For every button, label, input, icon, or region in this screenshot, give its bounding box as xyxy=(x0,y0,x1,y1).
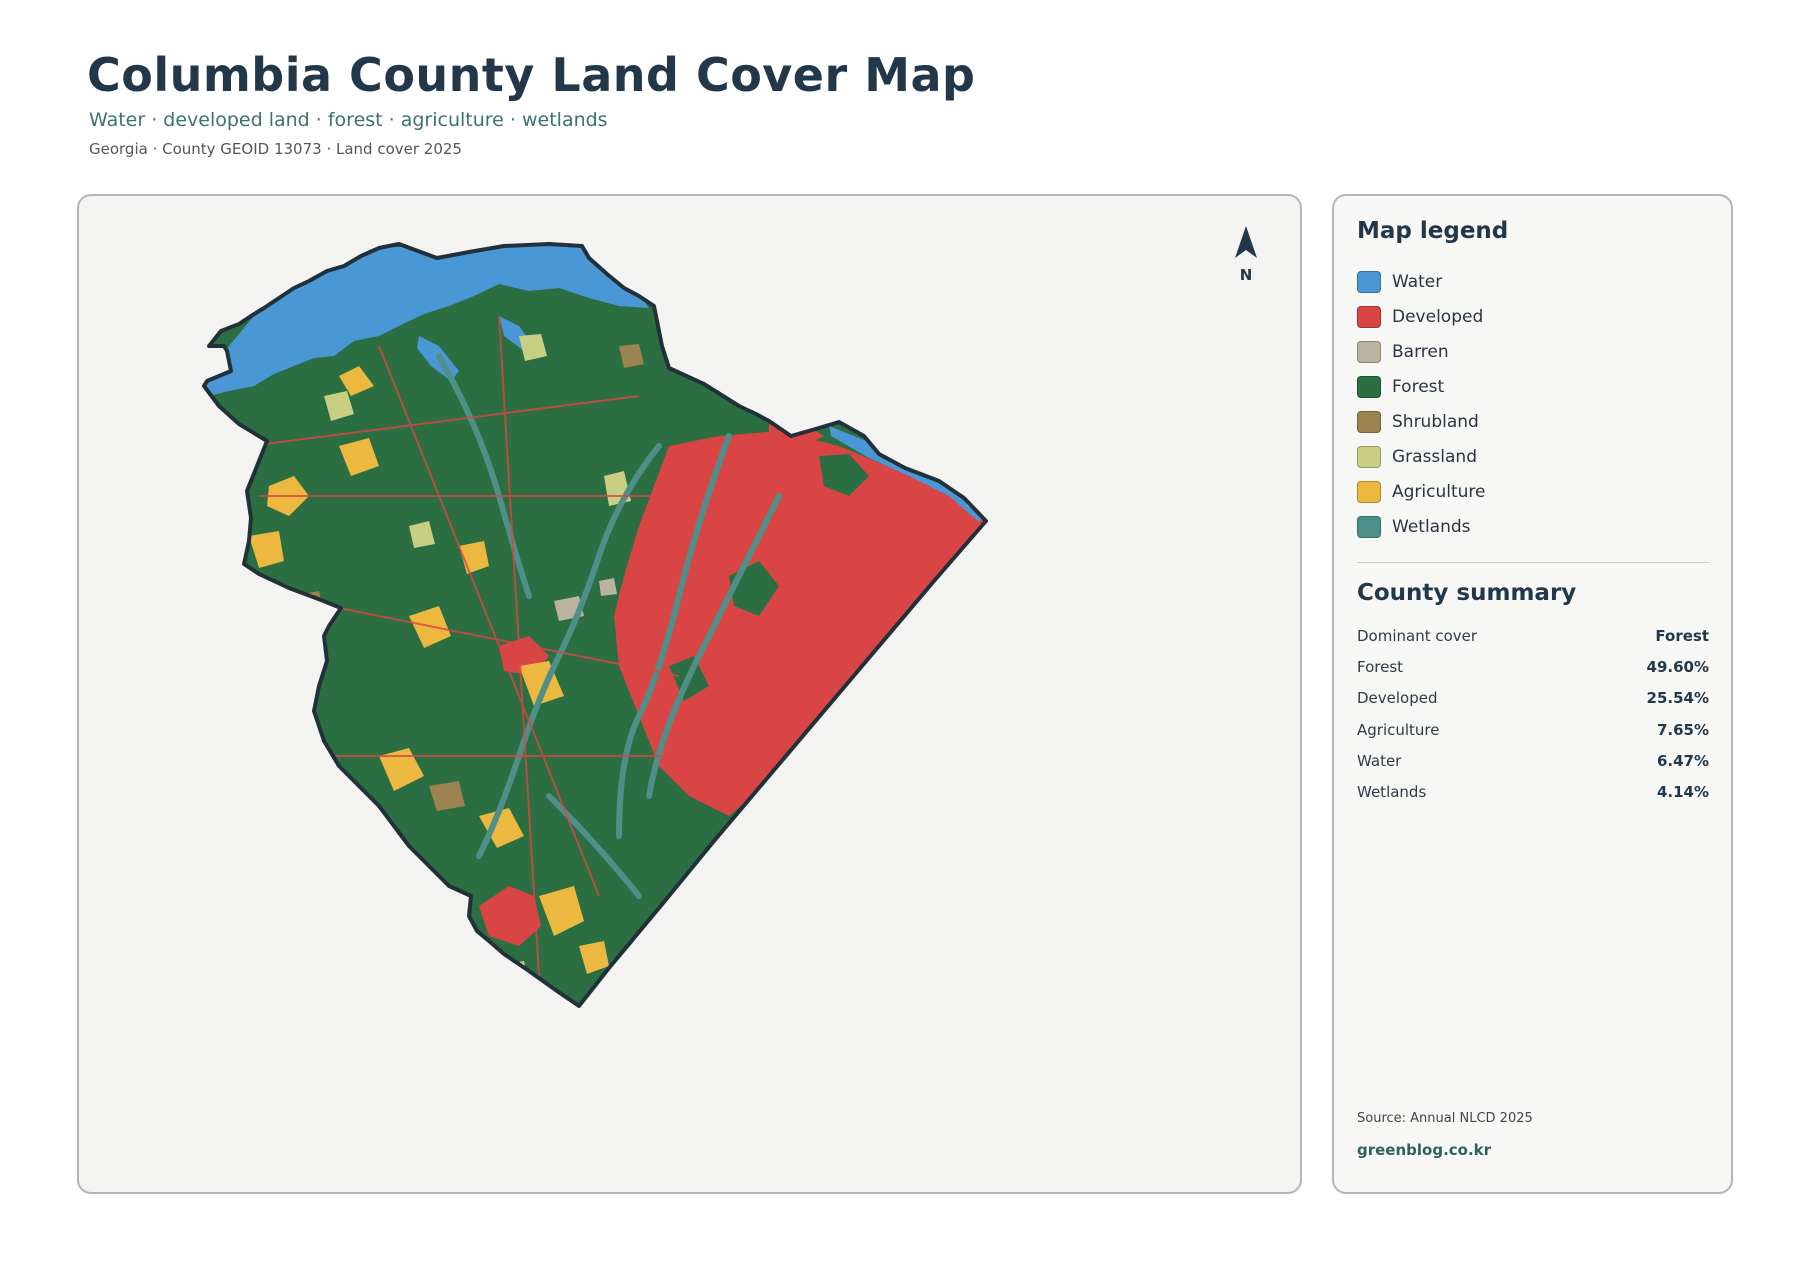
land-cover-layer xyxy=(204,244,986,1006)
agriculture-area xyxy=(539,886,584,936)
legend-label: Developed xyxy=(1392,306,1484,327)
agriculture-area xyxy=(379,748,424,791)
developed-area xyxy=(699,696,769,761)
shrubland-area xyxy=(429,781,465,811)
summary-row: Developed 25.54% xyxy=(1357,683,1709,714)
summary-label: Water xyxy=(1357,751,1402,770)
legend-label: Barren xyxy=(1392,341,1449,362)
summary-row: Agriculture 7.65% xyxy=(1357,714,1709,745)
summary-value: 6.47% xyxy=(1656,751,1709,770)
legend-item-wetlands[interactable]: Wetlands xyxy=(1357,509,1486,544)
summary-label: Developed xyxy=(1357,689,1438,708)
summary-label: Wetlands xyxy=(1357,783,1427,802)
legend-swatch xyxy=(1357,375,1381,398)
developed-area xyxy=(479,886,541,946)
shrubland-area xyxy=(619,344,644,368)
legend-label: Forest xyxy=(1392,376,1445,397)
summary-value: 49.60% xyxy=(1646,657,1709,676)
agriculture-area xyxy=(339,366,374,396)
summary-table: Dominant cover Forest Forest 49.60% Develo… xyxy=(1357,620,1709,808)
agriculture-area xyxy=(249,531,284,568)
summary-row: Forest 49.60% xyxy=(1357,651,1709,682)
summary-value: Forest xyxy=(1655,626,1709,645)
summary-row: Wetlands 4.14% xyxy=(1357,776,1709,807)
roads xyxy=(248,315,729,977)
grassland-area xyxy=(519,334,547,361)
barren-area xyxy=(599,578,617,596)
legend-label: Water xyxy=(1392,271,1443,292)
summary-row: Dominant cover Forest xyxy=(1357,620,1709,651)
summary-label: Forest xyxy=(1357,657,1404,676)
summary-label: Dominant cover xyxy=(1357,626,1478,645)
legend-swatch xyxy=(1357,480,1381,503)
map-panel[interactable]: N xyxy=(77,194,1302,1194)
summary-value: 7.65% xyxy=(1656,720,1709,739)
agriculture-area xyxy=(579,941,609,974)
summary-label: Agriculture xyxy=(1357,720,1440,739)
grassland-area xyxy=(324,391,354,421)
legend-swatch xyxy=(1357,305,1381,328)
legend-swatch xyxy=(1357,515,1381,538)
credit-link[interactable]: greenblog.co.kr xyxy=(1357,1141,1492,1159)
legend-item-barren[interactable]: Barren xyxy=(1357,334,1486,369)
north-label: N xyxy=(1239,266,1253,284)
legend-item-water[interactable]: Water xyxy=(1357,264,1486,299)
map-title: Columbia County Land Cover Map xyxy=(87,48,976,102)
north-arrow: N xyxy=(1231,224,1261,284)
legend-item-forest[interactable]: Forest xyxy=(1357,369,1486,404)
water-area xyxy=(204,244,649,396)
legend-item-agriculture[interactable]: Agriculture xyxy=(1357,474,1486,509)
north-arrow-icon xyxy=(1235,226,1257,258)
summary-row: Water 6.47% xyxy=(1357,745,1709,776)
legend-label: Agriculture xyxy=(1392,481,1486,502)
county-map[interactable] xyxy=(79,196,1302,1194)
agriculture-area xyxy=(339,438,379,476)
map-meta: Georgia · County GEOID 13073 · Land cove… xyxy=(89,140,462,158)
legend-list: Water Developed Barren Forest Shrubland … xyxy=(1357,264,1486,544)
water-area xyxy=(829,426,984,522)
agriculture-area xyxy=(479,808,524,848)
legend-item-developed[interactable]: Developed xyxy=(1357,299,1486,334)
legend-label: Grassland xyxy=(1392,446,1477,467)
agriculture-area xyxy=(699,346,727,374)
legend-swatch xyxy=(1357,270,1381,293)
legend-label: Wetlands xyxy=(1392,516,1471,537)
legend-label: Shrubland xyxy=(1392,411,1479,432)
divider xyxy=(1357,562,1709,563)
legend-title: Map legend xyxy=(1357,218,1509,244)
legend-swatch xyxy=(1357,445,1381,468)
grassland-area xyxy=(409,521,435,548)
source-note: Source: Annual NLCD 2025 xyxy=(1357,1111,1533,1126)
legend-swatch xyxy=(1357,410,1381,433)
summary-value: 4.14% xyxy=(1656,783,1709,802)
forest-patch xyxy=(819,454,869,496)
legend-item-grassland[interactable]: Grassland xyxy=(1357,439,1486,474)
summary-title: County summary xyxy=(1357,580,1577,606)
legend-swatch xyxy=(1357,340,1381,363)
map-subtitle: Water · developed land · forest · agricu… xyxy=(89,109,608,131)
grassland-area xyxy=(499,961,529,991)
legend-item-shrubland[interactable]: Shrubland xyxy=(1357,404,1486,439)
side-panel: Map legend Water Developed Barren Forest… xyxy=(1332,194,1733,1194)
summary-value: 25.54% xyxy=(1646,689,1709,708)
